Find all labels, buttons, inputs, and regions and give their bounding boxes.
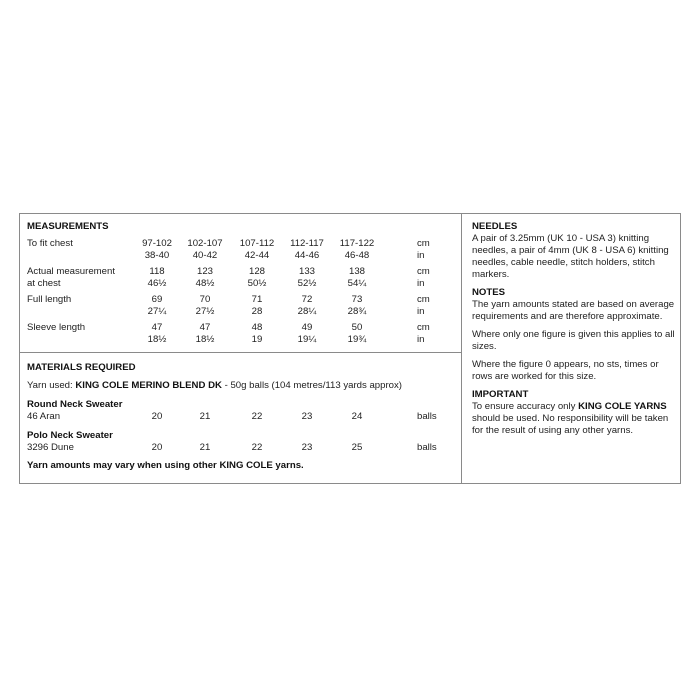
column-divider — [461, 213, 462, 484]
value-cm: 118 — [149, 266, 165, 277]
value-in: 46-48 — [344, 250, 370, 261]
value-cm: 70 — [199, 294, 211, 305]
value-cm: 49 — [301, 322, 313, 333]
value-in: 27½ — [195, 306, 215, 317]
value-in: 19¾ — [347, 334, 367, 345]
value-in: 28 — [251, 306, 263, 317]
balls-value: 23 — [301, 442, 313, 453]
value-cm: 128 — [248, 266, 265, 277]
notes-paragraph: Where the figure 0 appears, no sts, time… — [472, 359, 659, 382]
value-cm: 69 — [151, 294, 163, 305]
value-in: 18½ — [147, 334, 167, 345]
value-cm: 133 — [298, 266, 315, 277]
yarn-name: KING COLE MERINO BLEND DK — [75, 380, 222, 391]
important-prefix: To ensure accuracy only — [472, 401, 579, 412]
needles-title: NEEDLES — [472, 221, 518, 232]
unit-cm: cm — [417, 266, 430, 277]
balls-value: 23 — [301, 411, 313, 422]
section-divider — [19, 352, 462, 353]
value-in: 46½ — [147, 278, 167, 289]
unit-cm: cm — [417, 238, 430, 249]
value-cm: 47 — [151, 322, 163, 333]
important-section: IMPORTANT To ensure accuracy only KING CO… — [472, 389, 677, 437]
unit-balls: balls — [417, 411, 437, 422]
balls-value: 20 — [151, 442, 163, 453]
balls-value: 25 — [351, 442, 363, 453]
value-in: 50½ — [247, 278, 267, 289]
notes-paragraph: Where only one figure is given this appl… — [472, 329, 675, 352]
important-title: IMPORTANT — [472, 389, 529, 400]
row-label: at chest — [27, 278, 61, 289]
needles-text: A pair of 3.25mm (UK 10 - USA 3) knittin… — [472, 233, 669, 280]
row-label: Actual measurement — [27, 266, 115, 277]
value-cm: 47 — [199, 322, 211, 333]
yarn-suffix: - 50g balls (104 metres/113 yards approx… — [221, 380, 402, 391]
unit-in: in — [417, 334, 425, 345]
value-in: 28¼ — [297, 306, 317, 317]
value-in: 40-42 — [192, 250, 218, 261]
unit-cm: cm — [417, 294, 430, 305]
unit-in: in — [417, 306, 425, 317]
value-cm: 138 — [348, 266, 365, 277]
important-suffix: should be used. No responsibility will b… — [472, 413, 669, 436]
value-cm: 102-107 — [187, 238, 223, 249]
materials-title: MATERIALS REQUIRED — [27, 362, 136, 373]
unit-cm: cm — [417, 322, 430, 333]
garment-name: Round Neck Sweater — [27, 399, 123, 410]
value-in: 44-46 — [294, 250, 320, 261]
value-in: 28¾ — [347, 306, 367, 317]
yarn-note: Yarn amounts may vary when using other K… — [27, 460, 304, 471]
value-cm: 72 — [301, 294, 313, 305]
notes-section: NOTES — [472, 287, 677, 299]
balls-value: 21 — [199, 411, 211, 422]
row-label: To fit chest — [27, 238, 73, 249]
balls-value: 24 — [351, 411, 363, 422]
yarn-used: Yarn used: KING COLE MERINO BLEND DK - 5… — [27, 380, 402, 392]
row-label: Sleeve length — [27, 322, 86, 333]
yarn-prefix: Yarn used: — [27, 380, 76, 391]
measurements-title: MEASUREMENTS — [27, 221, 109, 232]
value-cm: 97-102 — [142, 238, 172, 249]
yarn-shade: 3296 Dune — [27, 442, 74, 453]
unit-balls: balls — [417, 442, 437, 453]
value-cm: 73 — [351, 294, 363, 305]
yarn-shade: 46 Aran — [27, 411, 61, 422]
value-cm: 71 — [251, 294, 263, 305]
value-in: 19 — [251, 334, 263, 345]
needles-section: NEEDLES A pair of 3.25mm (UK 10 - USA 3) … — [472, 221, 677, 281]
balls-value: 20 — [151, 411, 163, 422]
value-cm: 112-117 — [290, 238, 324, 249]
value-cm: 107-112 — [239, 238, 275, 249]
balls-value: 21 — [199, 442, 211, 453]
value-in: 27¼ — [147, 306, 167, 317]
value-cm: 123 — [196, 266, 213, 277]
value-cm: 117-122 — [339, 238, 375, 249]
value-in: 18½ — [195, 334, 215, 345]
value-in: 48½ — [195, 278, 215, 289]
info-panel — [19, 213, 681, 484]
row-label: Full length — [27, 294, 72, 305]
unit-in: in — [417, 250, 425, 261]
notes-title: NOTES — [472, 287, 506, 298]
notes-paragraph: The yarn amounts stated are based on ave… — [472, 299, 675, 322]
value-in: 19¼ — [297, 334, 317, 345]
value-cm: 48 — [251, 322, 263, 333]
value-in: 38-40 — [144, 250, 170, 261]
value-cm: 50 — [351, 322, 363, 333]
important-bold: KING COLE YARNS — [578, 401, 667, 412]
right-column: NEEDLES A pair of 3.25mm (UK 10 - USA 3) … — [472, 221, 677, 443]
balls-value: 22 — [251, 442, 263, 453]
garment-name: Polo Neck Sweater — [27, 430, 113, 441]
value-in: 42-44 — [244, 250, 270, 261]
value-in: 54¼ — [347, 278, 367, 289]
value-in: 52½ — [297, 278, 317, 289]
balls-value: 22 — [251, 411, 263, 422]
unit-in: in — [417, 278, 425, 289]
